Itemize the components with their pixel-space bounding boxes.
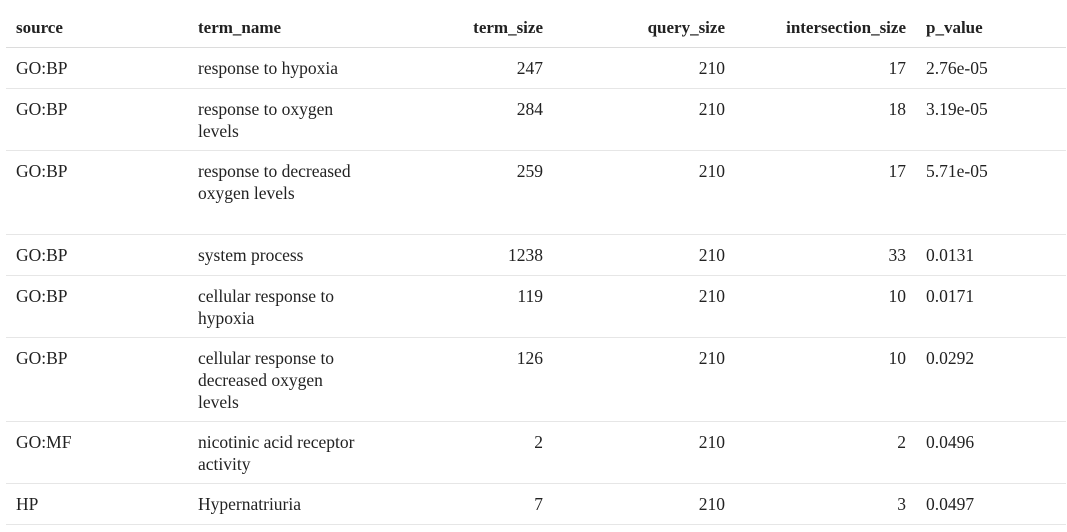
cell-term-size: 247 [516,58,543,78]
cell-term-size: 1238 [508,245,543,265]
cell-p-value: 5.71e-05 [926,161,988,181]
cell-source: GO:BP [16,161,68,181]
cell-intersection-size: 17 [888,58,907,78]
cell-term-name: response to hypoxia [198,58,338,78]
cell-intersection-size: 17 [888,161,907,181]
cell-query-size: 210 [698,286,725,306]
cell-p-value: 0.0292 [926,348,975,368]
cell-intersection-size: 10 [888,286,907,306]
cell-p-value: 0.0497 [926,494,975,514]
cell-source: GO:BP [16,58,68,78]
cell-p-value: 0.0496 [926,432,975,452]
table-row: GO:MF nicotinic acid receptor activity 2… [6,422,1066,484]
header-query-size[interactable]: query_size [647,17,725,37]
header-term-name[interactable]: term_name [198,17,282,37]
cell-p-value: 0.0131 [926,245,975,265]
cell-p-value: 2.76e-05 [926,58,988,78]
header-p-value[interactable]: p_value [926,17,983,37]
table-row: GO:BP cellular response to hypoxia 119 2… [6,276,1066,338]
table-header: source term_name term_size query_size in… [6,8,1066,48]
cell-term-size: 259 [516,161,543,181]
cell-source: GO:BP [16,286,68,306]
table-row: GO:BP cellular response to decreased oxy… [6,338,1066,422]
cell-p-value: 3.19e-05 [926,99,988,119]
header-intersection-size[interactable]: intersection_size [786,17,906,37]
table-row: GO:BP response to decreased oxygen level… [6,151,1066,235]
cell-query-size: 210 [698,494,725,514]
cell-term-name: nicotinic acid receptor activity [198,432,355,474]
cell-term-name: response to decreased oxygen levels [198,161,351,203]
results-table: source term_name term_size query_size in… [6,8,1066,525]
cell-query-size: 210 [698,245,725,265]
cell-intersection-size: 2 [897,432,906,452]
cell-term-size: 7 [534,494,543,514]
cell-intersection-size: 3 [897,494,906,514]
table-row: GO:BP response to oxygen levels 284 210 … [6,89,1066,151]
table-row: HP Hypernatriuria 7 210 3 0.0497 [6,484,1066,525]
cell-query-size: 210 [698,161,725,181]
cell-term-name: cellular response to hypoxia [198,286,335,328]
cell-p-value: 0.0171 [926,286,975,306]
cell-term-size: 119 [517,286,543,306]
cell-term-size: 2 [534,432,543,452]
cell-term-name: response to oxygen levels [198,99,334,141]
cell-source: GO:BP [16,245,68,265]
cell-intersection-size: 10 [888,348,907,368]
cell-source: HP [16,494,39,514]
header-source[interactable]: source [16,17,63,37]
table-row: GO:BP response to hypoxia 247 210 17 2.7… [6,48,1066,89]
cell-query-size: 210 [698,348,725,368]
cell-query-size: 210 [698,99,725,119]
table-row: GO:BP system process 1238 210 33 0.0131 [6,235,1066,276]
cell-source: GO:MF [16,432,72,452]
cell-source: GO:BP [16,348,68,368]
header-term-size[interactable]: term_size [473,17,543,37]
cell-term-name: system process [198,245,304,265]
cell-query-size: 210 [698,58,725,78]
cell-intersection-size: 33 [888,245,907,265]
cell-intersection-size: 18 [888,99,907,119]
cell-query-size: 210 [698,432,725,452]
cell-source: GO:BP [16,99,68,119]
cell-term-size: 284 [516,99,543,119]
cell-term-size: 126 [516,348,543,368]
cell-term-name: Hypernatriuria [198,494,302,514]
cell-term-name: cellular response to decreased oxygen le… [198,348,335,412]
